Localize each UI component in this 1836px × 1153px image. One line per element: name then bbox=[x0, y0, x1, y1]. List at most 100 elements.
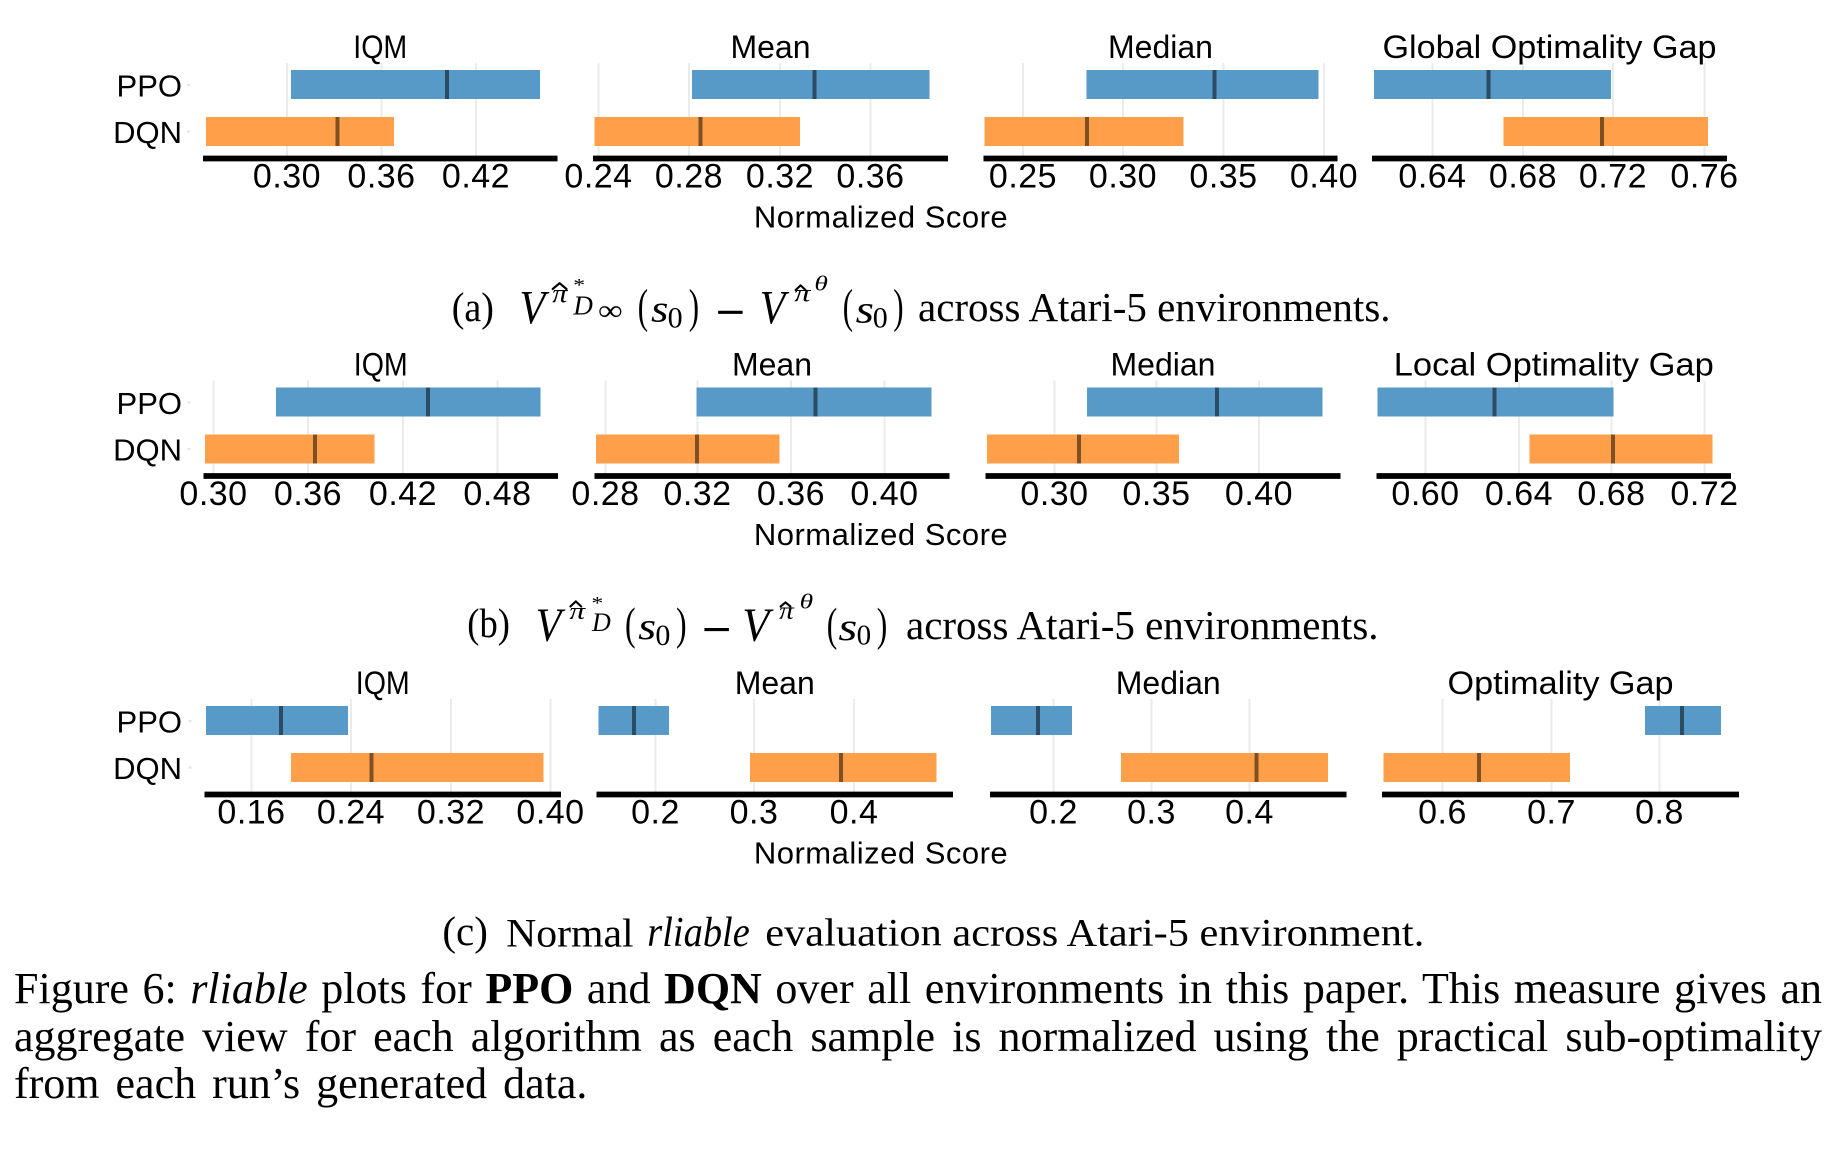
svg-text:Local Optimality Gap: Local Optimality Gap bbox=[1394, 347, 1714, 383]
svg-text:0.72: 0.72 bbox=[1670, 475, 1738, 513]
svg-text:Median: Median bbox=[1116, 665, 1221, 701]
svg-text:*: * bbox=[592, 593, 604, 613]
svg-text:0.36: 0.36 bbox=[836, 158, 904, 196]
svg-text:s: s bbox=[651, 288, 668, 330]
svg-text:(b): (b) bbox=[467, 600, 510, 646]
svg-text:0.24: 0.24 bbox=[564, 158, 632, 196]
svg-text:): ) bbox=[893, 280, 903, 333]
svg-text:IQM: IQM bbox=[354, 347, 408, 383]
svg-text:Median: Median bbox=[1111, 347, 1216, 383]
svg-text:0.30: 0.30 bbox=[253, 158, 321, 196]
svg-text:0.32: 0.32 bbox=[663, 475, 731, 513]
svg-text:Normal: Normal bbox=[506, 911, 633, 956]
svg-text:0.36: 0.36 bbox=[274, 475, 342, 513]
svg-text:0.40: 0.40 bbox=[1290, 158, 1358, 196]
svg-text:0.68: 0.68 bbox=[1489, 158, 1557, 196]
svg-text:0.60: 0.60 bbox=[1391, 475, 1459, 513]
svg-text:Mean: Mean bbox=[732, 347, 812, 383]
svg-text:π: π bbox=[569, 599, 586, 625]
svg-text:0.68: 0.68 bbox=[1577, 475, 1645, 513]
svg-text:0.76: 0.76 bbox=[1670, 158, 1738, 196]
svg-text:0.35: 0.35 bbox=[1189, 158, 1257, 196]
svg-text:0.16: 0.16 bbox=[217, 794, 285, 832]
svg-text:(c): (c) bbox=[442, 908, 488, 954]
svg-text:0.32: 0.32 bbox=[746, 158, 814, 196]
svg-text:π: π bbox=[794, 281, 812, 308]
svg-text:0.8: 0.8 bbox=[1635, 794, 1684, 832]
svg-text:V: V bbox=[760, 282, 790, 335]
svg-text:0.64: 0.64 bbox=[1398, 158, 1466, 196]
svg-text:0.36: 0.36 bbox=[757, 475, 825, 513]
svg-text:D: D bbox=[572, 290, 593, 320]
svg-text:V: V bbox=[536, 599, 566, 652]
svg-text:(: ( bbox=[638, 280, 648, 333]
svg-text:DQN: DQN bbox=[113, 433, 182, 468]
svg-text:0: 0 bbox=[873, 302, 888, 335]
svg-text:Global Optimality Gap: Global Optimality Gap bbox=[1383, 29, 1717, 65]
svg-text:0.48: 0.48 bbox=[463, 475, 531, 513]
svg-text:0.64: 0.64 bbox=[1485, 475, 1553, 513]
svg-text:Optimality Gap: Optimality Gap bbox=[1448, 665, 1674, 701]
svg-text:0.32: 0.32 bbox=[417, 794, 485, 832]
svg-text:0.30: 0.30 bbox=[1089, 158, 1157, 196]
svg-text:0: 0 bbox=[668, 302, 683, 335]
svg-text:PPO: PPO bbox=[117, 705, 182, 740]
svg-text:Mean: Mean bbox=[735, 665, 815, 701]
svg-text:across Atari-5 environments.: across Atari-5 environments. bbox=[906, 602, 1379, 648]
svg-text:0.28: 0.28 bbox=[655, 158, 723, 196]
svg-text:PPO: PPO bbox=[117, 69, 182, 104]
svg-text:IQM: IQM bbox=[356, 665, 410, 701]
svg-text:0.7: 0.7 bbox=[1527, 794, 1576, 832]
svg-text:0.28: 0.28 bbox=[571, 475, 639, 513]
svg-text:0.72: 0.72 bbox=[1579, 158, 1647, 196]
svg-text:0.3: 0.3 bbox=[730, 794, 779, 832]
svg-text:θ: θ bbox=[800, 589, 814, 613]
svg-text:Normalized Score: Normalized Score bbox=[754, 200, 1008, 235]
svg-text:0.24: 0.24 bbox=[317, 794, 385, 832]
svg-text:0.40: 0.40 bbox=[850, 475, 918, 513]
svg-text:0: 0 bbox=[655, 619, 670, 652]
svg-text:V: V bbox=[519, 282, 549, 335]
svg-text:(: ( bbox=[827, 599, 838, 651]
svg-text:0.2: 0.2 bbox=[631, 794, 680, 832]
svg-text:Median: Median bbox=[1108, 29, 1213, 65]
svg-text:θ: θ bbox=[814, 271, 828, 295]
svg-text:0.3: 0.3 bbox=[1127, 794, 1176, 832]
svg-text:0.4: 0.4 bbox=[1225, 794, 1274, 832]
svg-text:Normalized Score: Normalized Score bbox=[754, 517, 1008, 552]
svg-text:0.25: 0.25 bbox=[989, 158, 1057, 196]
svg-text:∞: ∞ bbox=[598, 295, 623, 327]
svg-text:0.36: 0.36 bbox=[347, 158, 415, 196]
svg-text:0.30: 0.30 bbox=[1020, 475, 1088, 513]
svg-text:0.42: 0.42 bbox=[369, 475, 437, 513]
svg-text:s: s bbox=[838, 606, 857, 649]
svg-text:(a): (a) bbox=[452, 284, 494, 330]
svg-text:(: ( bbox=[625, 598, 636, 649]
svg-text:(: ( bbox=[843, 280, 853, 333]
svg-text:0.4: 0.4 bbox=[830, 794, 879, 832]
svg-text:s: s bbox=[856, 288, 874, 331]
svg-text:0.30: 0.30 bbox=[179, 475, 247, 513]
svg-text:π: π bbox=[779, 598, 795, 625]
svg-text:s: s bbox=[638, 606, 656, 648]
svg-text:0.40: 0.40 bbox=[516, 794, 584, 832]
svg-text:Mean: Mean bbox=[730, 29, 810, 65]
svg-text:evaluation across Atari-5 envi: evaluation across Atari-5 environment. bbox=[765, 912, 1424, 955]
svg-text:DQN: DQN bbox=[113, 115, 182, 150]
svg-text:): ) bbox=[676, 598, 687, 649]
svg-text:0.42: 0.42 bbox=[442, 158, 510, 196]
svg-text:0.6: 0.6 bbox=[1418, 794, 1467, 832]
svg-text:PPO: PPO bbox=[117, 386, 182, 421]
svg-text:V: V bbox=[742, 599, 773, 652]
svg-text:): ) bbox=[877, 599, 888, 651]
svg-text:across Atari-5 environments.: across Atari-5 environments. bbox=[918, 284, 1391, 330]
svg-text:): ) bbox=[689, 280, 699, 333]
svg-text:D: D bbox=[591, 608, 611, 637]
svg-text:Normalized Score: Normalized Score bbox=[754, 836, 1008, 871]
svg-text:0.35: 0.35 bbox=[1122, 475, 1190, 513]
svg-text:IQM: IQM bbox=[353, 29, 407, 65]
svg-text:DQN: DQN bbox=[113, 751, 182, 786]
svg-text:rliable: rliable bbox=[647, 910, 750, 956]
svg-text:0: 0 bbox=[857, 620, 872, 652]
svg-text:*: * bbox=[573, 275, 585, 295]
